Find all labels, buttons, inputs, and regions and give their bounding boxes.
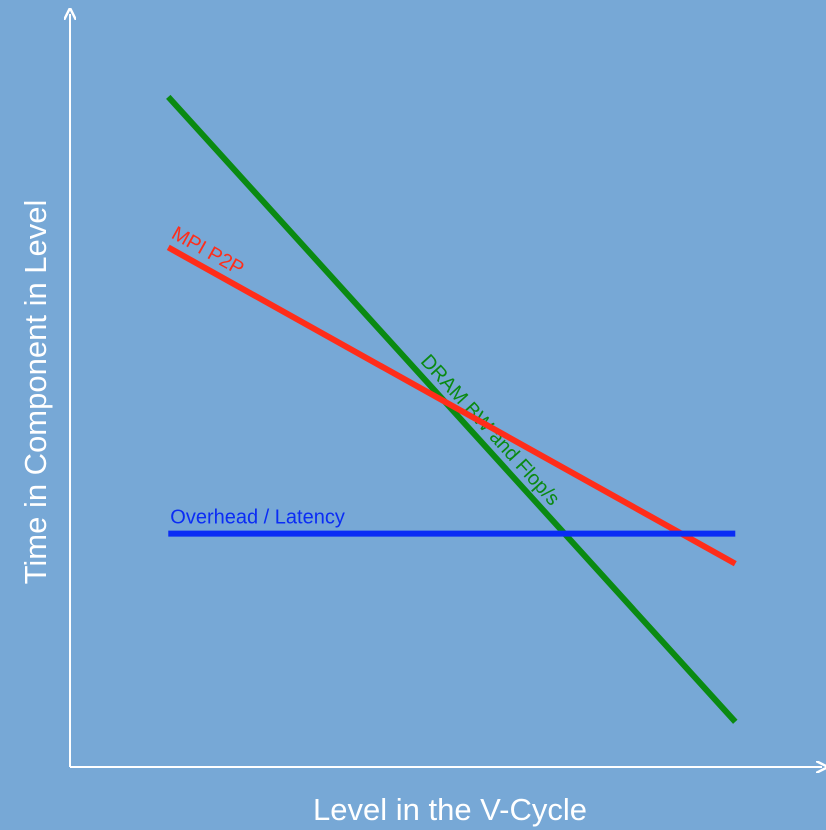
series-label-overhead-latency: Overhead / Latency bbox=[170, 507, 345, 529]
series-line-dram-bw-and-flop-s bbox=[166, 94, 738, 724]
y-axis-label: Time in Component in Level bbox=[18, 200, 53, 585]
series-line-mpi-p2p bbox=[166, 244, 737, 567]
x-axis-label: Level in the V-Cycle bbox=[313, 792, 587, 827]
